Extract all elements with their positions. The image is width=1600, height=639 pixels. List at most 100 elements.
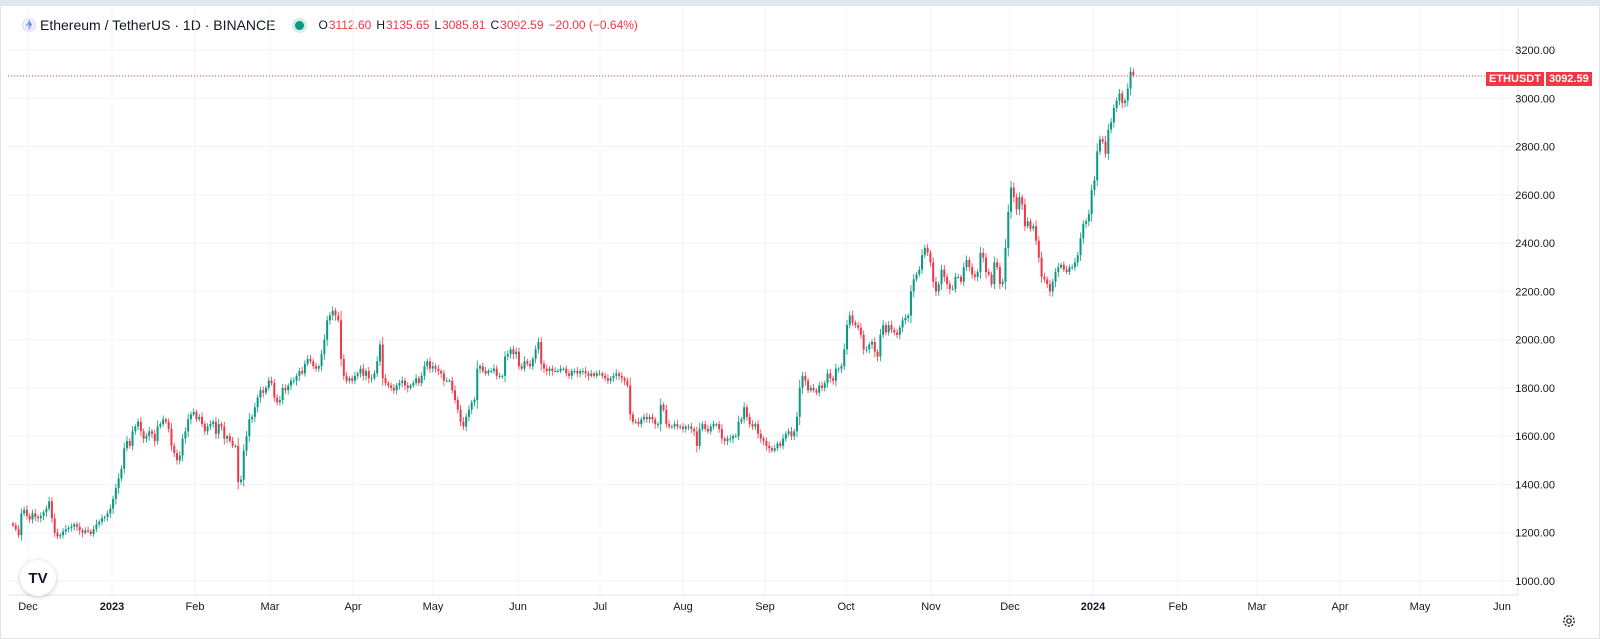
- candle-body: [109, 508, 112, 514]
- candle-body: [128, 441, 131, 446]
- candle-body: [381, 344, 384, 379]
- candle-body: [573, 371, 576, 373]
- candle-body: [587, 373, 590, 376]
- candle-body: [459, 409, 462, 422]
- candle-body: [654, 419, 657, 425]
- candle-body: [98, 521, 101, 525]
- candle-body: [985, 257, 987, 273]
- candle-body: [590, 373, 593, 376]
- y-tick-label: 1800.00: [1515, 383, 1555, 395]
- candle-body: [309, 358, 312, 362]
- candle-body: [267, 380, 270, 388]
- candle-body: [87, 530, 90, 532]
- candle-body: [523, 361, 526, 369]
- candle-body: [998, 267, 1001, 285]
- candle-body: [298, 371, 301, 376]
- candle-body: [31, 513, 34, 520]
- candle-body: [45, 508, 48, 513]
- candle-body: [373, 373, 376, 379]
- candle-body: [932, 262, 935, 282]
- candle-body: [384, 378, 387, 384]
- candle-body: [1007, 211, 1010, 248]
- candle-body: [178, 455, 181, 461]
- candle-body: [220, 424, 223, 427]
- candle-body: [103, 517, 106, 519]
- candle-body: [456, 399, 459, 410]
- candle-body: [317, 366, 320, 369]
- candle-body: [896, 332, 899, 335]
- tradingview-logo[interactable]: TV: [20, 560, 56, 596]
- candle-body: [78, 526, 81, 531]
- candle-body: [184, 431, 187, 439]
- candle-body: [901, 320, 904, 328]
- candle-body: [898, 327, 901, 335]
- y-tick-label: 1200.00: [1515, 528, 1555, 540]
- candle-body: [815, 390, 818, 393]
- candle-body: [1015, 197, 1018, 210]
- last-price-tag: ETHUSDT 3092.59: [1486, 72, 1592, 86]
- candle-body: [551, 368, 554, 372]
- candle-body: [401, 380, 404, 384]
- candle-body: [25, 509, 28, 516]
- candle-body: [720, 428, 723, 439]
- candle-body: [292, 380, 295, 382]
- candle-body: [392, 387, 395, 391]
- candle-body: [659, 404, 662, 425]
- x-tick-label: Jun: [1493, 601, 1511, 613]
- candle-body: [242, 450, 245, 480]
- open-value: 3112.60: [328, 18, 372, 32]
- x-tick-label: May: [423, 601, 444, 613]
- candle-body: [167, 421, 170, 429]
- candle-body: [818, 385, 821, 393]
- candle-body: [23, 509, 26, 514]
- candle-body: [1026, 221, 1029, 227]
- candle-body: [929, 252, 932, 263]
- candle-body: [515, 351, 518, 355]
- candle-body: [840, 366, 843, 369]
- candle-body: [554, 371, 557, 373]
- candle-body: [626, 380, 629, 386]
- symbol-title[interactable]: Ethereum / TetherUS · 1D · BINANCE: [40, 17, 276, 33]
- candle-body: [876, 351, 879, 357]
- candle-body: [201, 416, 204, 425]
- candle-body: [1023, 204, 1026, 227]
- candle-body: [406, 385, 409, 388]
- candle-body: [798, 387, 801, 417]
- candle-body: [351, 378, 354, 381]
- candle-body: [14, 525, 17, 530]
- y-tick-label: 2600.00: [1515, 190, 1555, 202]
- candle-body: [440, 371, 443, 374]
- candle-body: [545, 368, 548, 372]
- candle-body: [340, 320, 343, 359]
- candle-body: [648, 416, 651, 420]
- x-tick-label: Sep: [755, 601, 775, 613]
- candle-body: [431, 366, 434, 369]
- candle-body: [217, 424, 220, 434]
- candle-body: [812, 387, 815, 391]
- candle-body: [112, 498, 115, 509]
- x-tick-label: Mar: [1248, 601, 1267, 613]
- candle-body: [403, 380, 406, 386]
- candle-body: [520, 366, 523, 369]
- candle-body: [595, 373, 598, 376]
- candle-body: [598, 373, 601, 375]
- candle-body: [517, 351, 520, 367]
- settings-gear-icon[interactable]: [1561, 613, 1577, 629]
- candle-body: [481, 366, 484, 372]
- candle-body: [593, 373, 596, 376]
- candle-body: [620, 375, 623, 379]
- candle-body: [198, 416, 201, 420]
- candle-body: [768, 445, 771, 449]
- candle-body: [64, 529, 67, 532]
- candle-body: [120, 468, 123, 479]
- candle-body: [918, 269, 921, 275]
- candle-body: [873, 342, 876, 352]
- market-open-dot: [295, 20, 305, 30]
- candle-body: [834, 368, 837, 381]
- y-tick-label: 2000.00: [1515, 335, 1555, 347]
- candle-body: [679, 426, 682, 428]
- candle-body: [751, 424, 754, 427]
- candle-body: [239, 479, 242, 483]
- candle-body: [328, 315, 331, 321]
